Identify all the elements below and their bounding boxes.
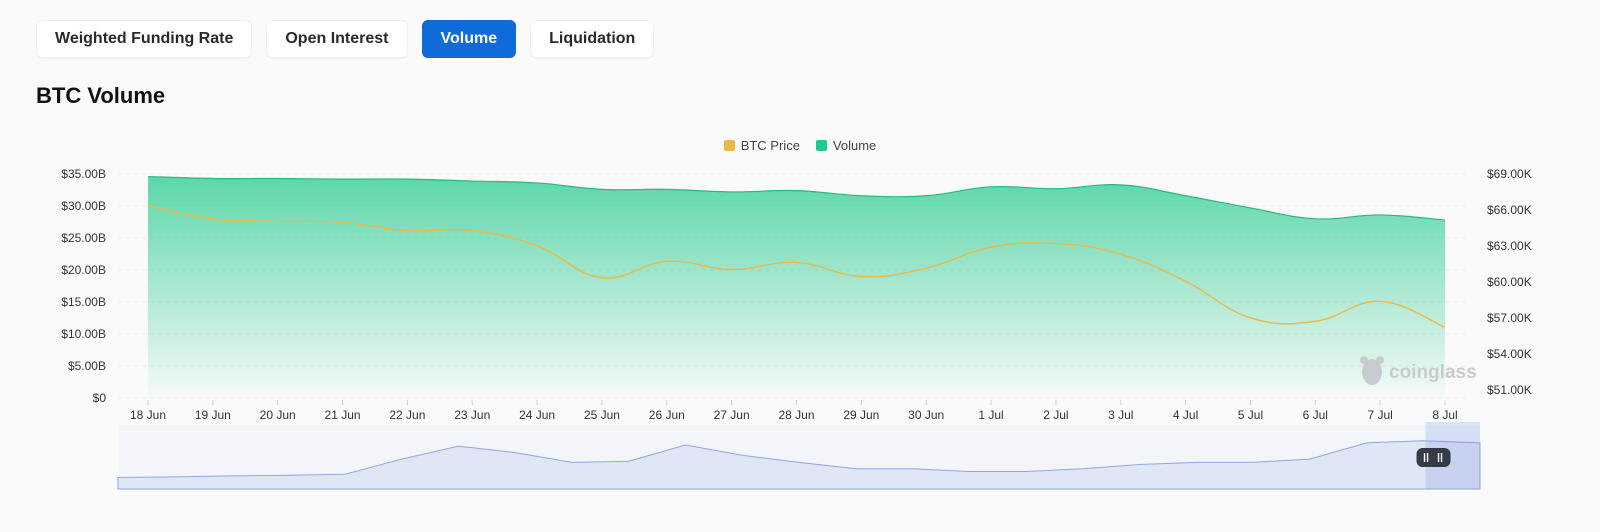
- x-tick-label: 18 Jun: [130, 408, 166, 422]
- x-tick-label: 1 Jul: [978, 408, 1003, 422]
- x-axis: 18 Jun 19 Jun 20 Jun 21 Jun 22 Jun 23 Jun 24 J…: [130, 400, 1458, 422]
- watermark-text: coinglass: [1389, 362, 1477, 383]
- y-right-tick-label: $63.00K: [1487, 239, 1532, 253]
- x-tick-label: 23 Jun: [454, 408, 490, 422]
- y-left-tick-label: $20.00B: [61, 263, 106, 277]
- x-tick-label: 25 Jun: [584, 408, 620, 422]
- x-tick-label: 4 Jul: [1173, 408, 1198, 422]
- legend-item-volume[interactable]: Volume: [815, 138, 877, 153]
- y-left-tick-label: $0: [93, 391, 107, 405]
- coinglass-watermark: coinglass: [1360, 356, 1477, 385]
- y-right-tick-label: $66.00K: [1487, 203, 1532, 217]
- y-left-tick-label: $5.00B: [68, 359, 106, 373]
- y-left-tick-label: $35.00B: [61, 167, 106, 181]
- legend-item-btc-price[interactable]: BTC Price: [723, 138, 800, 153]
- navigator-handle[interactable]: [1416, 448, 1451, 467]
- x-tick-label: 22 Jun: [389, 408, 425, 422]
- y-left-tick-label: $30.00B: [61, 199, 106, 213]
- x-tick-label: 7 Jul: [1367, 408, 1392, 422]
- x-tick-label: 27 Jun: [714, 408, 750, 422]
- legend-swatch-volume: [815, 140, 827, 151]
- btc-price-line: [147, 205, 1446, 328]
- tab-volume[interactable]: Volume: [421, 20, 517, 58]
- coinglass-logo-icon: [1360, 356, 1384, 385]
- tab-bar: Weighted Funding Rate Open Interest Volu…: [36, 20, 655, 58]
- y-left-tick-label: $25.00B: [61, 231, 106, 245]
- x-tick-label: 19 Jun: [195, 408, 231, 422]
- tab-open-interest[interactable]: Open Interest: [266, 20, 408, 58]
- x-tick-label: 30 Jun: [908, 408, 944, 422]
- legend-label-volume: Volume: [832, 138, 877, 153]
- y-axis-right: $51.00K $54.00K $57.00K $60.00K $63.00K $66.0…: [1487, 167, 1532, 397]
- x-tick-label: 21 Jun: [325, 408, 361, 422]
- x-tick-label: 26 Jun: [649, 408, 685, 422]
- y-left-tick-label: $10.00B: [61, 327, 106, 341]
- tab-liquidation[interactable]: Liquidation: [530, 20, 655, 58]
- y-right-tick-label: $54.00K: [1487, 347, 1532, 361]
- x-tick-label: 8 Jul: [1432, 408, 1457, 422]
- x-tick-label: 20 Jun: [260, 408, 296, 422]
- chart-series: [147, 175, 1446, 398]
- legend-swatch-btc-price: [723, 140, 735, 151]
- x-tick-label: 3 Jul: [1108, 408, 1133, 422]
- x-tick-label: 6 Jul: [1303, 408, 1328, 422]
- y-right-tick-label: $57.00K: [1487, 311, 1532, 325]
- chart-title: BTC Volume: [36, 83, 166, 108]
- navigator-series: [117, 440, 1481, 490]
- x-tick-label: 5 Jul: [1238, 408, 1263, 422]
- y-left-tick-label: $15.00B: [61, 295, 106, 309]
- x-tick-label: 24 Jun: [519, 408, 555, 422]
- x-tick-label: 2 Jul: [1043, 408, 1068, 422]
- volume-line: [147, 175, 1446, 221]
- x-tick-label: 29 Jun: [843, 408, 879, 422]
- legend-label-btc-price: BTC Price: [740, 138, 800, 153]
- tab-weighted-funding-rate[interactable]: Weighted Funding Rate: [36, 20, 253, 58]
- y-right-tick-label: $60.00K: [1487, 275, 1532, 289]
- chart-legend: BTC Price Volume: [0, 138, 1600, 153]
- range-navigator[interactable]: [117, 422, 1481, 490]
- y-axis-left: $0 $5.00B $10.00B $15.00B $20.00B $25.00B $30.…: [61, 167, 106, 405]
- x-tick-label: 28 Jun: [778, 408, 814, 422]
- volume-area: [148, 176, 1445, 398]
- y-right-tick-label: $69.00K: [1487, 167, 1532, 181]
- y-right-tick-label: $51.00K: [1487, 383, 1532, 397]
